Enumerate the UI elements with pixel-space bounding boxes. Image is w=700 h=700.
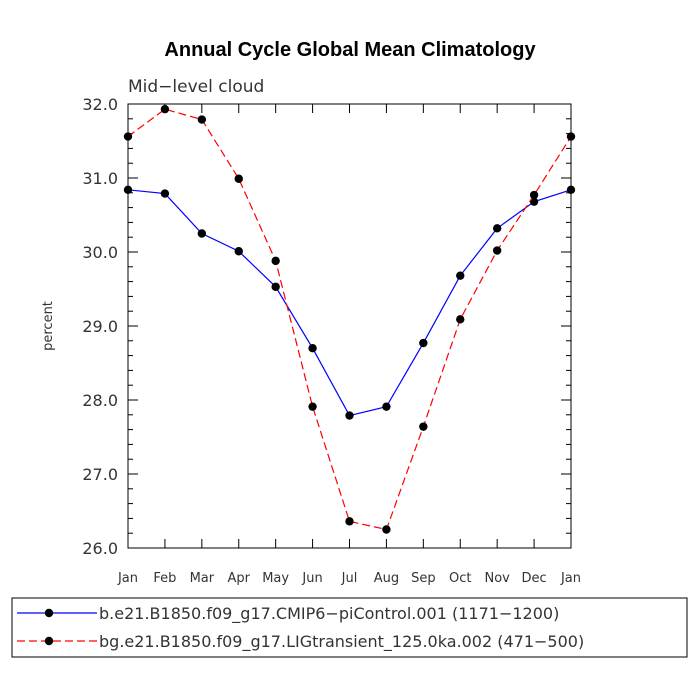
data-point-series-1	[492, 224, 502, 233]
y-tick-label: 26.0	[82, 539, 118, 558]
series-line-2	[127, 108, 572, 531]
data-point-series-2	[456, 315, 465, 324]
legend-label-1: b.e21.B1850.f09_g17.CMIP6−piControl.001 …	[99, 604, 559, 624]
data-point-series-2	[529, 190, 539, 200]
data-point-series-2	[345, 517, 354, 526]
data-point-series-2	[419, 422, 428, 431]
y-axis-label: percent	[41, 301, 56, 351]
x-tick-label: Jan	[560, 571, 581, 586]
legend: b.e21.B1850.f09_g17.CMIP6−piControl.001 …	[11, 597, 688, 658]
y-tick-label: 32.0	[82, 95, 118, 114]
x-tick-label: Jan	[117, 571, 138, 586]
x-tick-label: May	[262, 571, 289, 586]
data-point-series-2	[382, 525, 391, 534]
legend-marker-1	[44, 608, 54, 618]
data-point-series-1	[271, 282, 280, 291]
data-point-series-1	[308, 344, 317, 353]
plot-area: Jan Feb Mar Apr May Jun Jul Aug Sep Oct Nov Dec Jan 2…	[82, 95, 581, 586]
legend-marker-2	[44, 636, 54, 646]
data-point-series-1	[456, 271, 465, 280]
legend-label-2: bg.e21.B1850.f09_g17.LIGtransient_125.0k…	[99, 632, 584, 652]
y-tick-label: 28.0	[82, 391, 118, 410]
data-point-series-2	[234, 174, 243, 183]
data-point-series-2	[160, 104, 170, 114]
data-point-series-1	[382, 402, 391, 411]
data-point-series-1	[345, 411, 354, 420]
x-tick-label: Oct	[449, 571, 471, 586]
data-point-series-1	[234, 247, 243, 256]
x-tick-label: Aug	[374, 571, 399, 586]
chart-title: Annual Cycle Global Mean Climatology	[164, 39, 536, 61]
chart-subtitle: Mid−level cloud	[128, 77, 264, 97]
y-tick-label: 29.0	[82, 317, 118, 336]
data-point-series-2	[197, 115, 207, 124]
x-tick-label: Feb	[153, 571, 176, 586]
y-tick-label: 31.0	[82, 169, 118, 188]
y-tick-label: 27.0	[82, 465, 118, 484]
data-point-series-1	[123, 185, 133, 195]
x-tick-label: Nov	[484, 571, 510, 586]
data-point-series-1	[529, 197, 539, 206]
x-tick-label: Apr	[228, 571, 251, 586]
data-point-series-1	[160, 189, 170, 198]
data-point-series-2	[123, 132, 133, 141]
y-tick-label: 30.0	[82, 243, 118, 262]
data-point-series-2	[492, 246, 502, 255]
data-point-series-1	[566, 185, 576, 195]
x-tick-label: Jun	[301, 571, 322, 586]
x-tick-label: Mar	[190, 571, 215, 586]
data-point-series-1	[197, 229, 207, 238]
data-point-series-1	[419, 338, 428, 348]
x-tick-label: Jul	[341, 571, 358, 586]
data-point-series-2	[271, 256, 280, 266]
plot-frame	[127, 103, 572, 549]
x-tick-label: Dec	[522, 571, 547, 586]
legend-box	[11, 597, 688, 658]
x-tick-label: Sep	[411, 571, 436, 586]
data-point-series-2	[566, 132, 576, 141]
series-line-1	[127, 189, 572, 417]
data-point-series-2	[308, 402, 317, 411]
